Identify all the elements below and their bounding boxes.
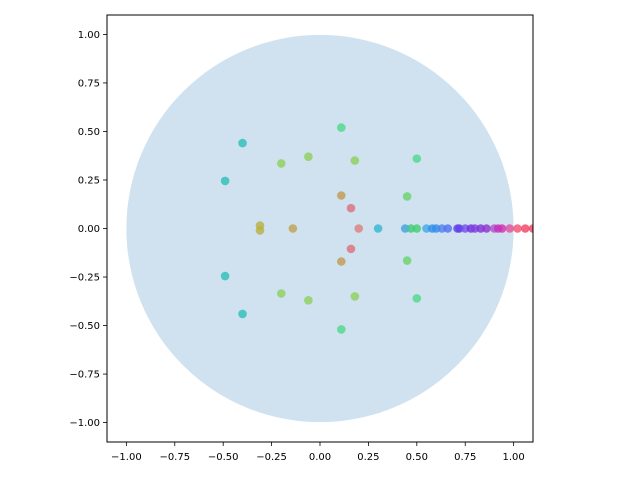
y-axis: −1.00 −0.75 −0.50 −0.25 0.00 0.25 0.50 0.75 1.00 (69, 30, 107, 429)
data-point (497, 224, 507, 233)
data-point (354, 224, 364, 233)
data-point (402, 192, 412, 201)
x-tick-label: −0.25 (256, 452, 287, 463)
data-point (443, 224, 453, 233)
data-point (255, 226, 265, 235)
data-point (238, 138, 247, 148)
x-tick-label: 0.25 (357, 452, 379, 463)
data-point (373, 224, 383, 233)
y-tick-label: 0.25 (78, 175, 100, 186)
x-axis: −1.00 −0.75 −0.50 −0.25 0.00 0.25 0.50 0.75 1.00 (111, 442, 525, 463)
data-point (528, 224, 533, 233)
data-point (238, 309, 247, 319)
data-point (412, 224, 422, 233)
y-tick-label: 1.00 (78, 30, 100, 41)
x-tick-label: 0.75 (454, 452, 476, 463)
data-point (520, 224, 530, 233)
data-point (304, 296, 313, 305)
data-point (337, 191, 346, 200)
x-tick-label: 0.50 (406, 452, 428, 463)
data-point (276, 289, 286, 298)
y-tick-label: 0.00 (78, 224, 100, 235)
data-point (337, 257, 346, 266)
data-point (288, 224, 298, 233)
y-tick-label: −0.25 (69, 273, 100, 284)
x-tick-label: −0.50 (208, 452, 239, 463)
data-point (513, 224, 522, 233)
data-point (350, 156, 360, 165)
data-point (482, 224, 491, 233)
data-point (412, 294, 422, 303)
y-tick-label: 0.50 (78, 127, 100, 138)
data-point (304, 152, 313, 161)
data-point (276, 159, 286, 168)
data-point (337, 325, 346, 334)
points-layer (220, 123, 533, 334)
x-tick-label: 0.00 (309, 452, 331, 463)
x-tick-label: −0.75 (159, 452, 190, 463)
x-tick-label: 1.00 (503, 452, 525, 463)
data-point (220, 271, 230, 281)
y-tick-label: −1.00 (69, 418, 100, 429)
data-point (412, 154, 422, 163)
plot-area (126, 34, 533, 423)
data-point (505, 224, 515, 233)
data-point (220, 176, 230, 186)
data-point (350, 292, 360, 301)
data-point (337, 123, 346, 132)
data-point (402, 256, 412, 265)
y-tick-label: 0.75 (78, 78, 100, 89)
data-point (346, 244, 356, 254)
unit-circle (126, 34, 514, 423)
y-tick-label: −0.75 (69, 370, 100, 381)
data-point (346, 203, 356, 213)
x-tick-label: −1.00 (111, 452, 142, 463)
y-tick-label: −0.50 (69, 321, 100, 332)
